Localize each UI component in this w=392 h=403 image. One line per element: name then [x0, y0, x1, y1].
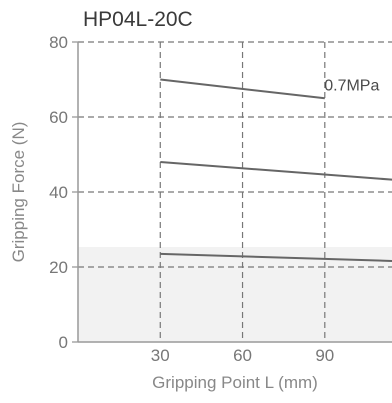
x-axis-label: Gripping Point L (mm) — [152, 373, 318, 392]
x-tick-label: 60 — [233, 346, 252, 365]
chart-title: HP04L-20C — [83, 8, 193, 31]
grid — [78, 41, 392, 342]
series-lines — [160, 78, 392, 262]
y-tick-label: 40 — [49, 183, 68, 202]
series-label: 0.7MPa — [324, 77, 379, 94]
y-tick-label: 80 — [49, 33, 68, 52]
x-tick-label: 90 — [315, 346, 334, 365]
x-tick-label: 30 — [151, 346, 170, 365]
lower-shade — [78, 247, 392, 342]
y-tick-label: 60 — [49, 108, 68, 127]
series-line — [160, 78, 325, 100]
ticks: 020406080306090120 — [49, 33, 334, 365]
y-tick-label: 20 — [49, 258, 68, 277]
series-line — [160, 252, 392, 262]
y-axis-label: Gripping Force (N) — [9, 122, 28, 263]
series-line — [160, 161, 392, 181]
y-tick-label: 0 — [59, 333, 68, 352]
